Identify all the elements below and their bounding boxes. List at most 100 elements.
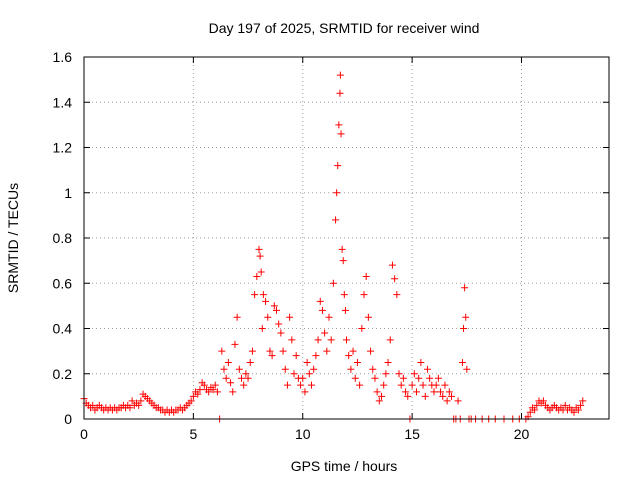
data-point — [349, 347, 357, 355]
data-point — [242, 370, 250, 378]
data-point — [375, 397, 383, 405]
data-point — [445, 388, 453, 396]
data-point — [200, 381, 208, 389]
y-tick-label: 1.4 — [53, 94, 73, 110]
data-point — [434, 374, 442, 382]
data-point — [270, 302, 278, 310]
data-point — [126, 404, 134, 412]
data-point — [253, 272, 261, 280]
data-point — [321, 329, 329, 337]
data-point — [314, 336, 322, 344]
data-point — [443, 397, 451, 405]
data-point — [373, 388, 381, 396]
x-tick-label: 0 — [80, 426, 88, 442]
data-point — [391, 275, 399, 283]
data-point — [454, 397, 462, 405]
data-point — [244, 374, 252, 382]
data-point — [312, 352, 320, 360]
data-point — [288, 336, 296, 344]
data-point — [574, 406, 582, 414]
data-point — [526, 408, 534, 416]
data-point — [413, 388, 420, 396]
data-point — [209, 386, 217, 394]
data-point — [238, 374, 245, 382]
x-axis-label: GPS time / hours — [291, 458, 398, 474]
data-point — [308, 381, 315, 389]
data-point — [384, 358, 392, 366]
data-point — [227, 379, 235, 387]
data-point — [305, 370, 313, 378]
data-point — [364, 313, 372, 321]
data-point — [333, 189, 341, 197]
data-point — [89, 401, 97, 409]
x-tick-label: 15 — [404, 426, 420, 442]
data-point — [273, 306, 280, 314]
data-point — [240, 381, 248, 389]
y-tick-label: 0.8 — [53, 230, 73, 246]
y-axis-label: SRMTID / TECUs — [5, 183, 21, 293]
data-point — [279, 347, 287, 355]
data-point — [458, 358, 466, 366]
data-point — [448, 392, 455, 400]
data-point — [371, 374, 379, 382]
data-point — [397, 381, 405, 389]
data-point — [275, 320, 283, 328]
data-point — [339, 257, 347, 265]
data-point — [258, 325, 266, 332]
data-point — [211, 381, 219, 389]
data-point — [533, 401, 541, 409]
data-point — [340, 291, 348, 299]
data-point — [325, 313, 333, 321]
data-point — [410, 370, 418, 378]
data-point — [577, 401, 585, 409]
data-point — [367, 347, 375, 355]
data-point — [345, 352, 353, 360]
data-point — [290, 370, 298, 378]
data-point — [382, 370, 390, 378]
data-point — [402, 388, 410, 396]
data-point — [380, 381, 388, 389]
data-point — [358, 325, 366, 332]
x-tick-label: 20 — [514, 426, 530, 442]
data-point — [224, 358, 232, 366]
data-point — [395, 370, 403, 378]
data-point — [337, 130, 345, 138]
data-point — [220, 365, 228, 373]
data-point — [539, 397, 547, 405]
data-point — [441, 381, 449, 389]
data-point — [423, 365, 431, 373]
data-point — [292, 352, 300, 360]
data-point — [266, 347, 274, 355]
grid-lines — [84, 57, 609, 419]
data-point — [235, 365, 243, 373]
data-point — [336, 89, 344, 97]
data-point — [327, 336, 335, 344]
data-point — [351, 374, 359, 382]
data-point — [463, 365, 471, 373]
data-point — [336, 71, 344, 79]
y-tick-label: 0 — [64, 411, 72, 427]
data-point — [579, 397, 587, 405]
data-point — [388, 261, 396, 269]
x-tick-labels: 0 5 10 15 20 — [80, 426, 529, 442]
data-point — [437, 388, 445, 396]
x-tick-label: 5 — [189, 426, 197, 442]
data-point — [189, 392, 197, 400]
axis-ticks — [83, 56, 609, 420]
data-point — [360, 291, 368, 299]
y-tick-label: 0.6 — [53, 275, 73, 291]
data-point — [369, 365, 377, 373]
data-point — [301, 388, 309, 396]
data-point — [460, 325, 468, 332]
data-point — [259, 291, 267, 299]
data-point — [426, 374, 434, 382]
data-point — [213, 388, 221, 396]
data-point — [404, 392, 412, 400]
y-tick-label: 0.4 — [53, 321, 73, 337]
data-point — [347, 365, 355, 373]
data-point — [128, 397, 136, 405]
data-point — [430, 388, 438, 396]
data-point — [231, 340, 239, 348]
data-point — [281, 365, 289, 373]
data-point — [417, 358, 425, 366]
